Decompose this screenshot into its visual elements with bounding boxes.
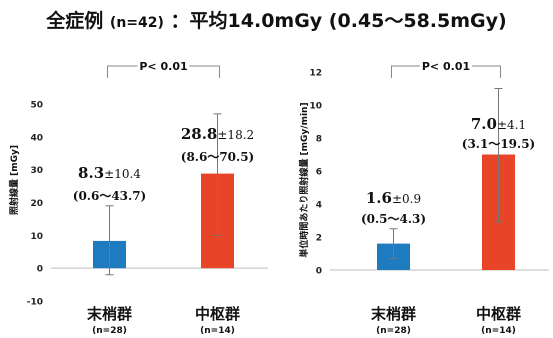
data-label: 8.3±10.4: [78, 164, 141, 182]
category-label: 中枢群: [195, 305, 240, 323]
range-label: (0.6〜43.7): [73, 189, 146, 203]
significance-label: P< 0.01: [139, 60, 187, 73]
y-tick-label: 0: [37, 265, 43, 275]
data-label: 28.8±18.2: [181, 125, 254, 143]
y-tick-label: 12: [309, 69, 322, 79]
category-n-label: (n=28): [92, 326, 127, 336]
y-tick-label: 4: [316, 201, 322, 211]
category-label: 末梢群: [87, 305, 132, 323]
data-label: 1.6±0.9: [366, 189, 421, 207]
title-n: (n=42): [109, 15, 164, 31]
y-tick-label: 50: [30, 101, 43, 111]
range-label: (0.5〜4.3): [361, 212, 426, 226]
y-tick-label: -10: [27, 298, 43, 308]
y-tick-label: 0: [316, 267, 322, 277]
y-tick-label: 8: [316, 135, 322, 145]
category-n-label: (n=28): [376, 326, 411, 336]
y-tick-label: 20: [30, 199, 43, 209]
range-label: (3.1〜19.5): [462, 137, 535, 151]
title-suffix: ：平均14.0mGy (0.45〜58.5mGy): [170, 10, 507, 32]
significance-bracket-left: [391, 65, 420, 78]
significance-label: P< 0.01: [422, 60, 470, 73]
significance-bracket-right: [472, 65, 501, 78]
significance-bracket-left: [107, 65, 138, 78]
page-title: 全症例 (n=42) ：平均14.0mGy (0.45〜58.5mGy): [0, 6, 553, 33]
significance-bracket-right: [189, 65, 220, 78]
category-n-label: (n=14): [200, 326, 235, 336]
y-tick-label: 40: [30, 133, 43, 143]
y-axis-label: 単位時間あたり照射線量 [mGy/min]: [298, 102, 310, 257]
y-tick-label: 2: [316, 234, 322, 244]
y-tick-label: 30: [30, 166, 43, 176]
range-label: (8.6〜70.5): [181, 150, 254, 164]
y-axis-label: 照射線量 [mGy]: [8, 145, 20, 215]
y-tick-label: 6: [316, 168, 322, 178]
title-prefix: 全症例: [46, 10, 104, 32]
category-label: 中枢群: [476, 305, 521, 323]
category-label: 末梢群: [371, 305, 416, 323]
category-n-label: (n=14): [481, 326, 516, 336]
data-label: 7.0±4.1: [471, 115, 526, 133]
y-tick-label: 10: [309, 102, 322, 112]
y-tick-label: 10: [30, 232, 43, 242]
